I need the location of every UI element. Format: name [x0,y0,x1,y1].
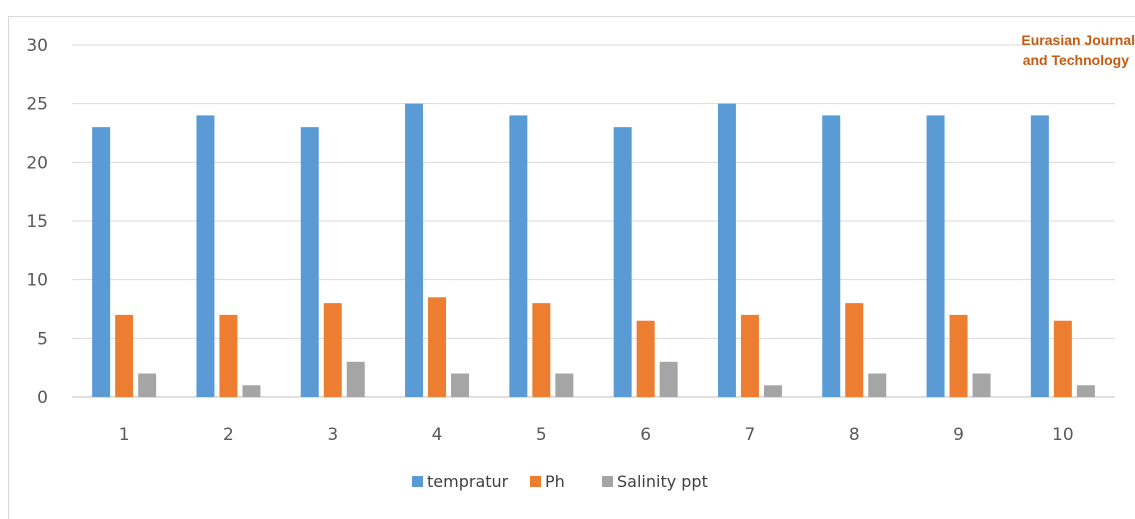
bar-ph [845,303,864,397]
bar-tempratur [92,127,111,397]
watermark-line-2: and Technology [1022,52,1129,68]
legend-swatch [602,476,613,487]
bar-ph [428,297,447,397]
x-tick-label: 4 [432,425,443,445]
x-tick-label: 1 [119,425,130,445]
x-tick-label: 10 [1052,425,1074,445]
bar-ph [949,314,968,397]
bar-salinity-ppt [972,373,991,397]
y-tick-label: 0 [37,388,48,408]
bar-tempratur [822,115,841,398]
bar-salinity-ppt [659,361,678,397]
y-tick-label: 15 [26,212,48,232]
x-tick-label: 9 [953,425,964,445]
bar-ph [323,303,342,397]
x-tick-label: 2 [223,425,234,445]
legend-label: tempratur [427,472,509,491]
bar-salinity-ppt [346,361,365,397]
y-tick-label: 25 [26,95,48,115]
bar-ph [1053,320,1072,397]
x-tick-label: 7 [745,425,756,445]
chart-frame [8,16,1135,519]
bar-tempratur [300,127,319,397]
bar-tempratur [509,115,528,398]
legend-swatch [412,476,423,487]
y-tick-label: 30 [26,36,48,56]
bar-salinity-ppt [138,373,157,397]
bar-salinity-ppt [868,373,887,397]
bar-tempratur [926,115,945,398]
bar-tempratur [196,115,215,398]
bar-tempratur [717,103,736,398]
bar-tempratur [613,127,632,397]
legend-label: Ph [545,472,565,491]
x-tick-label: 5 [536,425,547,445]
bar-salinity-ppt [1076,385,1095,397]
bar-ph [532,303,551,397]
x-tick-label: 8 [849,425,860,445]
bar-tempratur [405,103,424,398]
bar-ph [219,314,238,397]
x-axis-ticks: 1 2 3 4 5 6 7 8 9 10 [119,425,1074,445]
y-tick-label: 20 [26,153,48,173]
y-tick-label: 10 [26,271,48,291]
watermark-line-1: Eurasian Journal [1021,32,1135,48]
x-tick-label: 3 [327,425,338,445]
bar-tempratur [1030,115,1049,398]
legend-label: Salinity ppt [617,472,708,491]
x-tick-label: 6 [640,425,651,445]
bar-ph [740,314,759,397]
bar-ph [115,314,134,397]
bar-ph [636,320,655,397]
legend: tempratur Ph Salinity ppt [412,472,708,491]
bar-salinity-ppt [242,385,261,397]
bar-salinity-ppt [451,373,470,397]
bars [92,103,1095,398]
legend-swatch [530,476,541,487]
bar-salinity-ppt [763,385,782,397]
journal-watermark: Eurasian Journal and Technology [1010,30,1135,70]
y-axis-ticks: 0 5 10 15 20 25 30 [26,36,48,408]
y-tick-label: 5 [37,329,48,349]
bar-salinity-ppt [555,373,574,397]
